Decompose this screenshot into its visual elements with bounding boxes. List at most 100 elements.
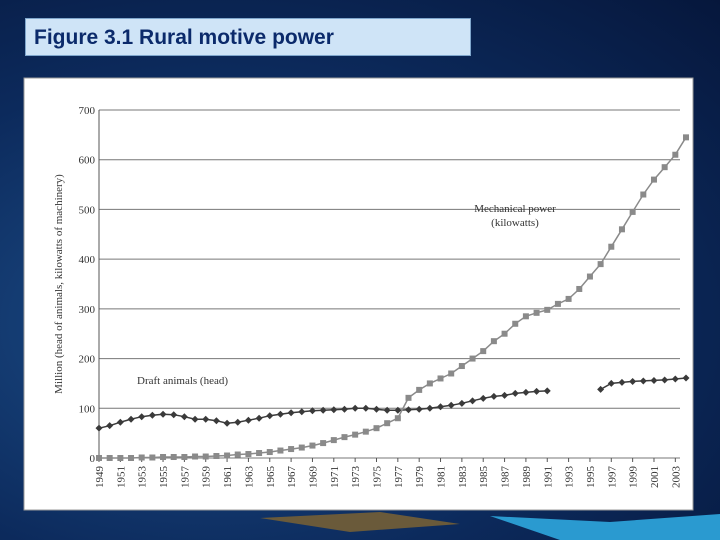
marker (544, 306, 551, 313)
marker (629, 377, 637, 385)
marker (192, 453, 199, 460)
marker (256, 450, 263, 457)
x-tick-label: 1985 (478, 466, 490, 489)
marker (533, 387, 541, 395)
x-tick-label: 2001 (649, 466, 661, 488)
marker (618, 226, 625, 233)
marker (586, 273, 593, 280)
marker (223, 419, 231, 427)
marker (607, 379, 615, 387)
marker (416, 386, 423, 393)
marker (234, 451, 241, 458)
marker (480, 348, 487, 355)
x-tick-label: 1971 (329, 466, 341, 488)
marker (683, 134, 689, 141)
marker (362, 428, 369, 435)
marker (287, 409, 295, 417)
marker (181, 454, 188, 461)
marker (202, 453, 209, 460)
x-tick-label: 1969 (307, 466, 319, 489)
marker (682, 374, 690, 382)
marker (458, 399, 466, 407)
marker (298, 408, 306, 416)
marker (672, 151, 679, 158)
marker (202, 415, 210, 423)
x-tick-label: 1997 (606, 466, 618, 489)
marker (106, 422, 114, 430)
marker (340, 405, 348, 413)
y-tick-label: 100 (79, 403, 96, 415)
marker (116, 418, 124, 426)
marker (447, 401, 455, 409)
marker (394, 406, 402, 414)
marker (128, 455, 135, 461)
marker (490, 392, 498, 400)
x-tick-label: 1993 (564, 466, 576, 489)
marker (351, 404, 359, 412)
x-tick-label: 1979 (414, 466, 426, 489)
marker (576, 285, 583, 292)
marker (276, 410, 284, 418)
marker (522, 388, 530, 396)
x-tick-label: 2003 (670, 466, 682, 489)
x-tick-label: 1983 (457, 466, 469, 489)
marker (565, 295, 572, 302)
marker (458, 363, 465, 370)
marker (138, 454, 145, 461)
marker (244, 416, 252, 424)
x-tick-label: 1989 (521, 466, 533, 489)
x-tick-label: 1977 (393, 466, 405, 489)
marker (384, 420, 391, 427)
marker (597, 261, 604, 268)
marker (608, 243, 615, 250)
marker (426, 380, 433, 387)
marker (437, 403, 445, 411)
marker (533, 309, 540, 316)
y-axis-label: Million (head of animals, kilowatts of m… (53, 174, 65, 394)
marker (330, 406, 338, 414)
marker (191, 415, 199, 423)
marker (650, 376, 658, 384)
x-tick-label: 1961 (222, 466, 234, 488)
marker (448, 370, 455, 377)
marker (319, 406, 327, 414)
deco-shape (260, 512, 460, 532)
marker (650, 176, 657, 183)
marker (469, 397, 477, 405)
marker (415, 405, 423, 413)
marker (522, 313, 529, 320)
marker (501, 391, 509, 399)
marker (511, 389, 519, 397)
marker (320, 440, 327, 447)
y-tick-label: 400 (79, 254, 96, 266)
x-tick-label: 1991 (542, 466, 554, 488)
series-label: (kilowatts) (491, 217, 539, 229)
y-tick-label: 700 (79, 105, 96, 117)
marker (352, 431, 359, 438)
marker (490, 338, 497, 345)
x-tick-label: 1955 (158, 466, 170, 489)
marker (245, 451, 252, 458)
marker (149, 454, 156, 461)
marker (117, 455, 124, 461)
marker (212, 417, 220, 425)
marker (127, 415, 135, 423)
marker (479, 394, 487, 402)
marker (405, 406, 413, 414)
x-tick-label: 1967 (286, 466, 298, 489)
marker (159, 410, 167, 418)
marker (309, 442, 316, 449)
marker (95, 424, 103, 432)
marker (394, 415, 401, 422)
marker (138, 413, 146, 421)
x-tick-label: 1975 (371, 466, 383, 489)
deco-shape (490, 514, 720, 540)
marker (234, 418, 242, 426)
x-tick-label: 1951 (115, 466, 127, 488)
marker (629, 208, 636, 215)
y-tick-label: 0 (90, 453, 96, 465)
marker (160, 454, 167, 461)
marker (512, 320, 519, 327)
